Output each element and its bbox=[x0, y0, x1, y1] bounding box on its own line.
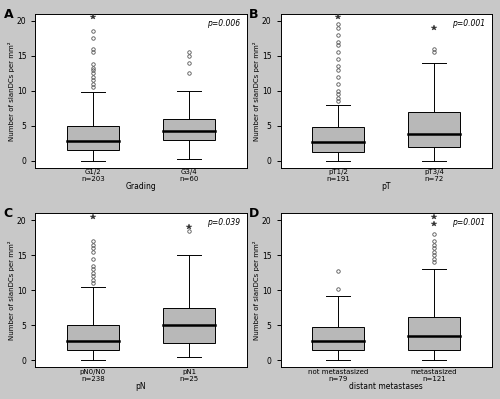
Y-axis label: Number of slanDCs per mm²: Number of slanDCs per mm² bbox=[254, 41, 260, 141]
X-axis label: pT: pT bbox=[382, 182, 391, 191]
Bar bbox=[66, 325, 120, 350]
Bar bbox=[162, 308, 216, 343]
Text: A: A bbox=[4, 8, 14, 21]
Text: p=0.039: p=0.039 bbox=[207, 218, 240, 227]
Text: p=0.001: p=0.001 bbox=[452, 218, 486, 227]
Text: p=0.006: p=0.006 bbox=[207, 18, 240, 28]
Bar bbox=[408, 112, 461, 147]
Bar bbox=[312, 127, 364, 152]
Text: C: C bbox=[4, 207, 13, 220]
X-axis label: distant metastases: distant metastases bbox=[349, 382, 423, 391]
Bar bbox=[66, 126, 120, 150]
Text: p=0.001: p=0.001 bbox=[452, 18, 486, 28]
Bar bbox=[312, 327, 364, 350]
Y-axis label: Number of slanDCs per mm²: Number of slanDCs per mm² bbox=[8, 241, 16, 340]
Text: D: D bbox=[249, 207, 259, 220]
Bar bbox=[162, 119, 216, 140]
X-axis label: Grading: Grading bbox=[126, 182, 156, 191]
X-axis label: pN: pN bbox=[136, 382, 146, 391]
Bar bbox=[408, 317, 461, 350]
Text: B: B bbox=[249, 8, 258, 21]
Y-axis label: Number of slanDCs per mm²: Number of slanDCs per mm² bbox=[254, 241, 260, 340]
Y-axis label: Number of slanDCs per mm²: Number of slanDCs per mm² bbox=[8, 41, 16, 141]
